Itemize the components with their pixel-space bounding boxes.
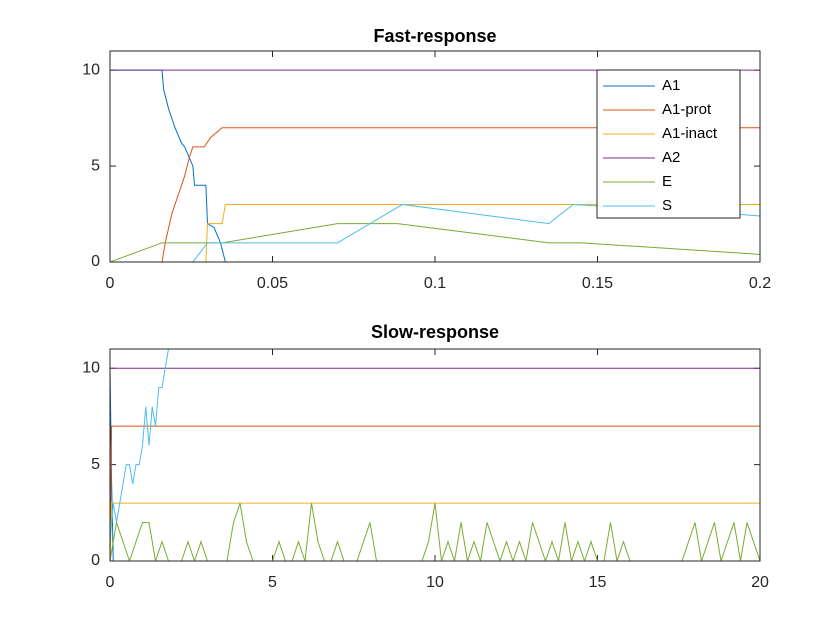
x-tick-label: 0.1	[424, 275, 446, 292]
series-line	[110, 69, 760, 262]
series-line	[110, 502, 760, 561]
y-tick-label: 10	[82, 61, 100, 78]
legend-label: E	[662, 173, 672, 190]
series-line	[110, 349, 169, 542]
series-line	[110, 203, 760, 262]
series-line	[110, 127, 760, 262]
x-tick-label: 0	[106, 574, 115, 591]
legend-label: A1	[662, 77, 680, 94]
x-tick-label: 5	[268, 574, 277, 591]
x-tick-label: 0.2	[749, 275, 771, 292]
x-tick-label: 10	[426, 574, 444, 591]
legend-label: A1-prot	[662, 101, 712, 118]
y-tick-label: 0	[91, 253, 100, 270]
axes-box	[109, 348, 761, 562]
y-tick-label: 10	[82, 359, 100, 376]
series-line	[110, 223, 760, 262]
series-line	[110, 503, 760, 561]
y-tick-label: 0	[91, 552, 100, 569]
series-line	[110, 425, 760, 561]
x-tick-label: 0.05	[257, 275, 288, 292]
x-tick-label: 20	[751, 574, 769, 591]
y-tick-label: 5	[91, 157, 100, 174]
axes-box	[109, 50, 761, 263]
series-line	[110, 368, 760, 561]
x-tick-label: 0.15	[582, 275, 613, 292]
legend-label: A1-inact	[662, 125, 718, 142]
chart-title: Slow-response	[371, 322, 499, 342]
legend-label: S	[662, 197, 672, 214]
legend-box	[596, 69, 741, 219]
chart-title: Fast-response	[373, 26, 496, 46]
x-tick-label: 0	[106, 275, 115, 292]
x-tick-label: 15	[589, 574, 607, 591]
y-tick-label: 5	[91, 456, 100, 473]
legend-label: A2	[662, 149, 680, 166]
